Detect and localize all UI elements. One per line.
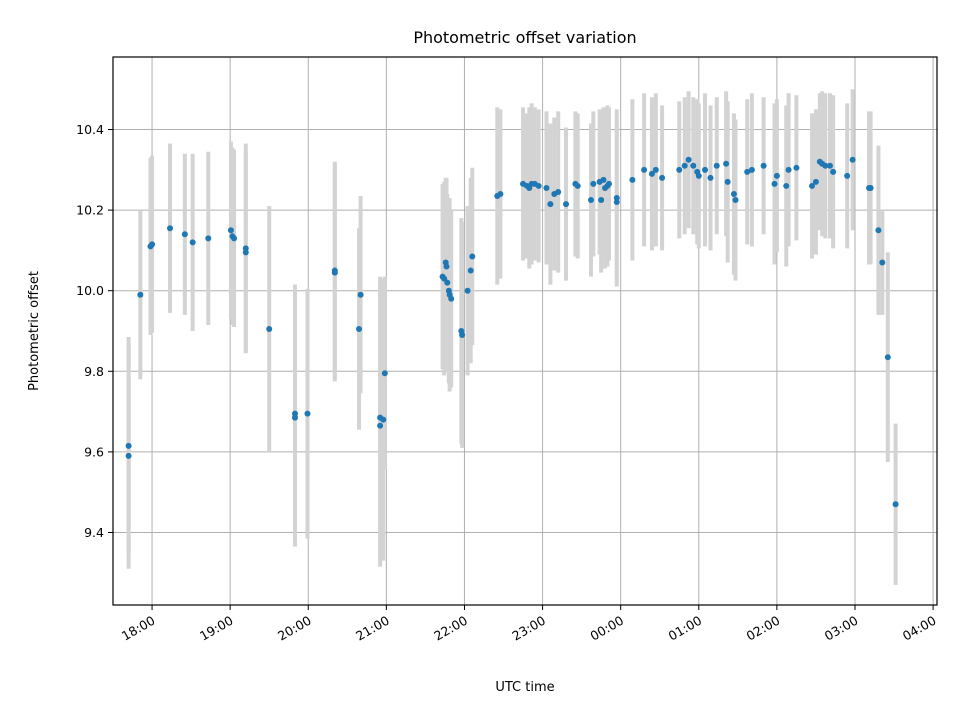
data-point <box>137 291 144 298</box>
data-points <box>125 156 899 508</box>
y-tick-label: 9.4 <box>84 525 104 540</box>
y-tick-label: 10.2 <box>76 203 104 218</box>
data-point <box>469 253 476 260</box>
data-point <box>231 235 238 242</box>
data-point <box>600 176 607 183</box>
data-point <box>464 287 471 294</box>
data-point <box>652 166 659 173</box>
data-point <box>730 191 737 197</box>
data-point <box>443 263 450 270</box>
data-point <box>723 160 730 167</box>
y-tick-label: 9.6 <box>84 444 104 459</box>
data-point <box>849 156 856 163</box>
data-point <box>867 184 874 191</box>
data-point <box>713 162 720 169</box>
data-point <box>205 235 212 242</box>
data-point <box>629 176 636 183</box>
y-tick-label: 10.4 <box>76 122 104 137</box>
data-point <box>547 201 554 208</box>
data-point <box>242 249 249 256</box>
data-point <box>826 162 833 169</box>
data-point <box>892 501 899 508</box>
data-point <box>681 162 688 169</box>
data-point <box>648 170 655 177</box>
data-point <box>331 269 338 276</box>
data-point <box>543 184 550 191</box>
data-point <box>844 172 851 179</box>
data-point <box>125 452 132 459</box>
data-point <box>659 174 666 181</box>
data-point <box>497 191 504 197</box>
data-point <box>377 422 384 429</box>
data-point <box>125 442 132 449</box>
data-point <box>879 259 886 266</box>
data-point <box>167 225 174 232</box>
data-point <box>685 156 692 163</box>
data-point <box>574 182 581 189</box>
data-point <box>884 354 891 361</box>
data-point <box>613 199 620 206</box>
data-point <box>380 416 387 423</box>
data-point <box>771 180 778 187</box>
data-point <box>459 332 466 339</box>
data-point <box>441 275 448 282</box>
data-point <box>563 201 570 208</box>
data-point <box>641 166 648 173</box>
data-point <box>822 162 829 169</box>
data-point <box>444 279 451 286</box>
data-point <box>590 180 597 187</box>
data-point <box>587 197 594 204</box>
data-point <box>357 291 364 298</box>
data-point <box>695 172 702 179</box>
data-point <box>793 164 800 171</box>
data-point <box>467 267 474 274</box>
data-point <box>732 197 739 204</box>
data-point <box>291 414 298 421</box>
data-point <box>760 162 767 169</box>
data-point <box>809 182 816 189</box>
data-point <box>744 168 751 175</box>
data-point <box>149 241 156 248</box>
x-axis-label: UTC time <box>495 680 554 695</box>
y-tick-label: 10.0 <box>76 283 104 298</box>
data-point <box>724 178 731 185</box>
data-point <box>598 197 605 204</box>
data-point <box>304 410 311 417</box>
data-point <box>356 325 363 332</box>
data-point <box>773 172 780 179</box>
y-tick-label: 9.8 <box>84 364 104 379</box>
plot-frame <box>112 56 938 606</box>
data-point <box>748 166 755 173</box>
data-point <box>707 174 714 181</box>
data-point <box>702 166 709 173</box>
data-point <box>785 166 792 173</box>
data-point <box>605 180 612 187</box>
data-point <box>555 188 562 195</box>
y-axis-ticks: 9.4 9.6 9.8 10.0 10.2 10.4 <box>76 122 113 540</box>
data-point <box>875 227 882 234</box>
data-point <box>535 182 542 189</box>
data-point <box>381 370 388 377</box>
data-point <box>783 182 790 189</box>
data-point <box>266 325 273 332</box>
data-point <box>181 231 188 238</box>
y-axis-label: Photometric offset <box>27 271 42 391</box>
chart-title: Photometric offset variation <box>413 28 636 47</box>
data-point <box>189 239 196 246</box>
data-point <box>676 166 683 173</box>
data-point <box>830 168 837 175</box>
data-point <box>812 178 819 185</box>
data-point <box>227 227 234 234</box>
data-point <box>690 162 697 169</box>
data-point <box>448 295 455 302</box>
